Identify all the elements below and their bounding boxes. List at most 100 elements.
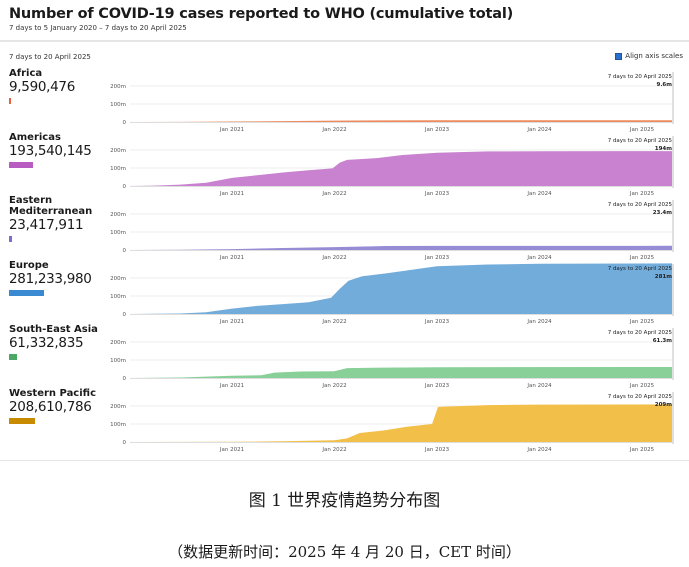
x-tick-label: Jan 2023 [424, 383, 450, 389]
region-name: Americas [9, 132, 61, 143]
end-value-label: 61.3m [653, 338, 673, 344]
region-total: 208,610,786 [9, 399, 92, 415]
region-total: 61,332,835 [9, 335, 84, 351]
region-total: 9,590,476 [9, 79, 76, 95]
region-total: 23,417,911 [9, 217, 84, 233]
x-tick-label: Jan 2025 [629, 255, 655, 261]
region-total: 281,233,980 [9, 271, 92, 287]
x-tick-label: Jan 2024 [526, 319, 552, 325]
end-date-label: 7 days to 20 April 2025 [608, 266, 673, 272]
series-area [130, 120, 672, 122]
x-tick-label: Jan 2025 [629, 191, 655, 197]
end-date-label: 7 days to 20 April 2025 [608, 138, 673, 144]
x-tick-label: Jan 2024 [526, 255, 552, 261]
region-summary: South-East Asia 61,332,835 [9, 324, 109, 360]
y-tick-label: 0 [123, 440, 127, 446]
period-label: 7 days to 20 April 2025 [9, 53, 91, 61]
x-tick-label: Jan 2022 [321, 383, 346, 389]
x-tick-label: Jan 2021 [219, 319, 244, 325]
region-name: Europe [9, 260, 49, 271]
region-summary: Europe 281,233,980 [9, 260, 109, 296]
figure-caption: 图 1 世界疫情趋势分布图 [248, 491, 441, 511]
region-total-bar [9, 236, 12, 242]
end-date-label: 7 days to 20 April 2025 [608, 394, 673, 400]
region-summary: Africa 9,590,476 [9, 68, 109, 104]
regional-area-charts: 0 100m 200m Jan 2021 Jan 2022 Jan 2023 Jan 202… [110, 72, 674, 453]
align-axis-scales-label: Align axis scales [625, 52, 683, 60]
series-area [130, 245, 672, 250]
x-tick-label: Jan 2021 [219, 255, 244, 261]
end-date-label: 7 days to 20 April 2025 [608, 330, 673, 336]
region-total: 193,540,145 [9, 143, 92, 159]
region-total-bar [9, 290, 44, 296]
region-name: Eastern Mediterranean [9, 195, 93, 217]
x-tick-label: Jan 2022 [321, 319, 346, 325]
x-tick-label: Jan 2025 [629, 127, 655, 133]
figure-note: （数据更新时间：2025 年 4 月 20 日，CET 时间） [168, 543, 521, 561]
y-tick-label: 200m [110, 404, 126, 410]
y-tick-label: 100m [110, 422, 126, 428]
y-tick-label: 100m [110, 102, 126, 108]
y-tick-label: 200m [110, 84, 126, 90]
x-tick-label: Jan 2025 [629, 447, 655, 453]
end-date-label: 7 days to 20 April 2025 [608, 202, 673, 208]
end-value-label: 281m [655, 274, 672, 280]
x-tick-label: Jan 2021 [219, 127, 244, 133]
x-tick-label: Jan 2022 [321, 191, 346, 197]
y-tick-label: 200m [110, 148, 126, 154]
x-tick-label: Jan 2023 [424, 127, 450, 133]
end-date-label: 7 days to 20 April 2025 [608, 74, 673, 80]
x-tick-label: Jan 2022 [321, 127, 346, 133]
region-total-bar [9, 418, 35, 424]
end-value-label: 9.6m [657, 82, 673, 88]
x-tick-label: Jan 2022 [321, 447, 346, 453]
page-title: Number of COVID-19 cases reported to WHO… [9, 6, 514, 22]
region-summary: Eastern Mediterranean 23,417,911 [9, 195, 109, 242]
x-tick-label: Jan 2022 [321, 255, 346, 261]
y-tick-label: 0 [123, 120, 127, 126]
y-tick-label: 100m [110, 166, 126, 172]
x-tick-label: Jan 2023 [424, 447, 450, 453]
y-tick-label: 0 [123, 376, 127, 382]
end-value-label: 209m [655, 402, 672, 408]
region-name: Africa [9, 68, 43, 79]
x-tick-label: Jan 2024 [526, 383, 552, 389]
end-value-label: 194m [655, 146, 672, 152]
x-tick-label: Jan 2021 [219, 383, 244, 389]
y-tick-label: 100m [110, 294, 126, 300]
x-tick-label: Jan 2023 [424, 191, 450, 197]
x-tick-label: Jan 2024 [526, 191, 552, 197]
x-tick-label: Jan 2025 [629, 383, 655, 389]
y-tick-label: 100m [110, 230, 126, 236]
series-area [130, 263, 672, 314]
page-subtitle: 7 days to 5 January 2020 – 7 days to 20 … [9, 24, 187, 32]
series-area [130, 367, 672, 378]
x-tick-label: Jan 2021 [219, 191, 244, 197]
region-total-bar [9, 354, 17, 360]
region-name: Western Pacific [9, 388, 97, 399]
y-tick-label: 200m [110, 340, 126, 346]
x-tick-label: Jan 2024 [526, 127, 552, 133]
y-tick-label: 200m [110, 212, 126, 218]
y-tick-label: 0 [123, 184, 127, 190]
y-tick-label: 100m [110, 358, 126, 364]
x-tick-label: Jan 2021 [219, 447, 244, 453]
bottom-divider [0, 460, 689, 461]
y-tick-label: 0 [123, 312, 127, 318]
x-tick-label: Jan 2023 [424, 319, 450, 325]
series-area [130, 151, 672, 186]
checkbox-checked-icon[interactable] [615, 52, 623, 60]
region-total-bar [9, 162, 34, 168]
region-name: South-East Asia [9, 324, 98, 335]
y-tick-label: 200m [110, 276, 126, 282]
series-area [130, 404, 672, 442]
region-summary: Western Pacific 208,610,786 [9, 388, 109, 424]
align-axis-scales-toggle[interactable]: Align axis scales [615, 52, 683, 60]
header-divider [0, 40, 689, 42]
x-tick-label: Jan 2025 [629, 319, 655, 325]
x-tick-label: Jan 2024 [526, 447, 552, 453]
y-tick-label: 0 [123, 248, 127, 254]
x-tick-label: Jan 2023 [424, 255, 450, 261]
region-total-bar [9, 98, 11, 104]
end-value-label: 23.4m [653, 210, 673, 216]
